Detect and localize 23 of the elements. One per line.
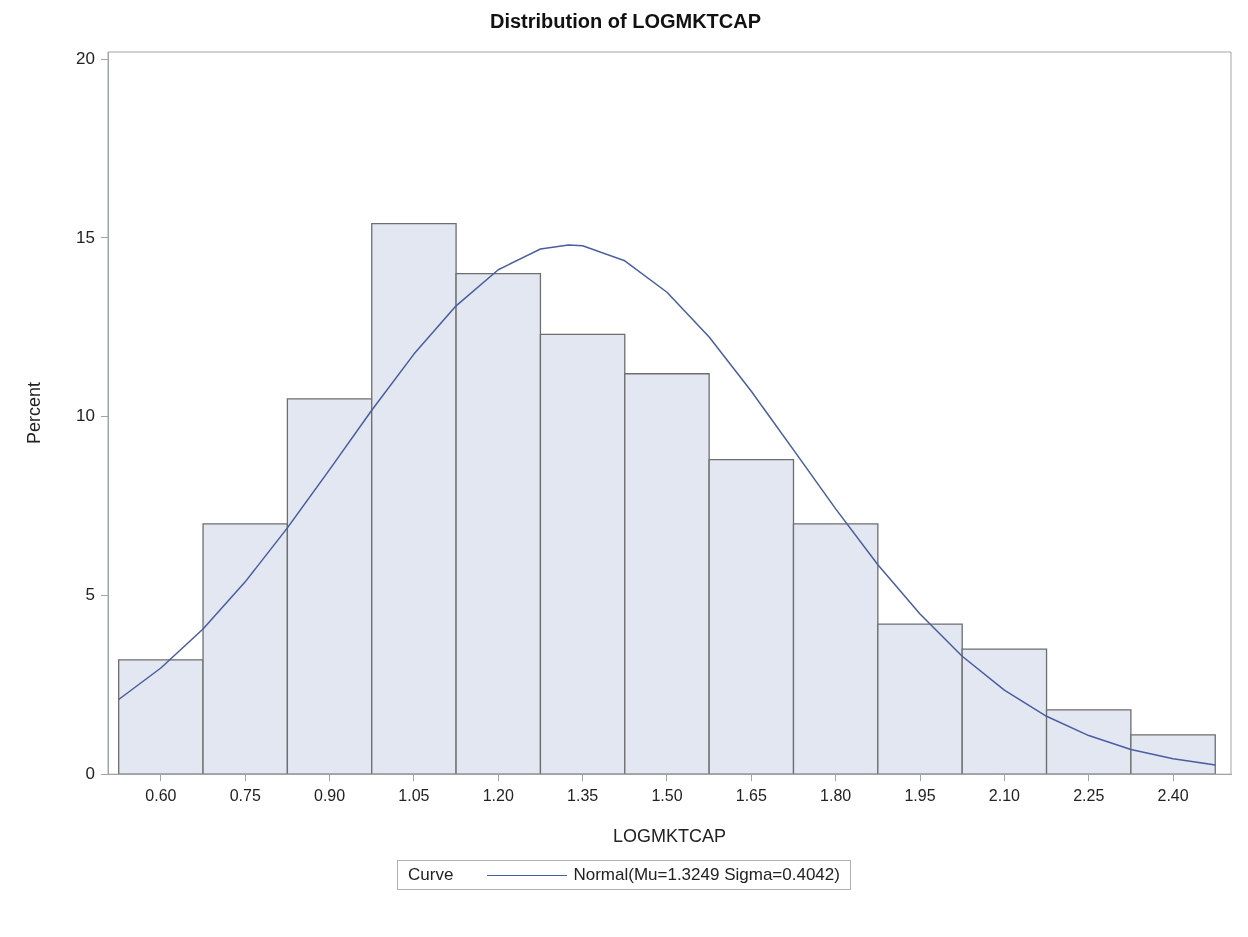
x-tick-label: 1.05 (398, 787, 430, 805)
x-tick-label: 2.40 (1157, 787, 1189, 805)
chart-title: Distribution of LOGMKTCAP (489, 9, 762, 32)
x-axis-title: LOGMKTCAP (612, 826, 727, 847)
x-tick-label: 0.75 (229, 787, 261, 805)
y-tick-label: 0 (85, 763, 95, 783)
y-axis-title: Percent (23, 382, 44, 445)
x-tick-label: 1.20 (482, 787, 514, 805)
y-tick-label: 5 (85, 585, 95, 605)
x-tick-label: 1.35 (567, 787, 599, 805)
y-tick-label: 20 (76, 48, 95, 68)
x-tick-label: 1.95 (904, 787, 936, 805)
y-tick-label: 10 (76, 406, 95, 426)
x-tick-label: 1.80 (820, 787, 852, 805)
y-tick-label: 15 (76, 227, 95, 247)
x-tick-label: 0.90 (313, 787, 346, 805)
legend-title: Curve (408, 865, 454, 885)
x-tick-label: 2.25 (1073, 787, 1105, 805)
x-tick-label: 1.65 (735, 787, 767, 805)
legend-label: Normal(Mu=1.3249 Sigma=0.4042) (573, 865, 840, 885)
x-tick-label: 2.10 (988, 787, 1021, 805)
x-tick-label: 1.50 (651, 787, 683, 805)
x-tick-label: 0.60 (145, 787, 177, 805)
